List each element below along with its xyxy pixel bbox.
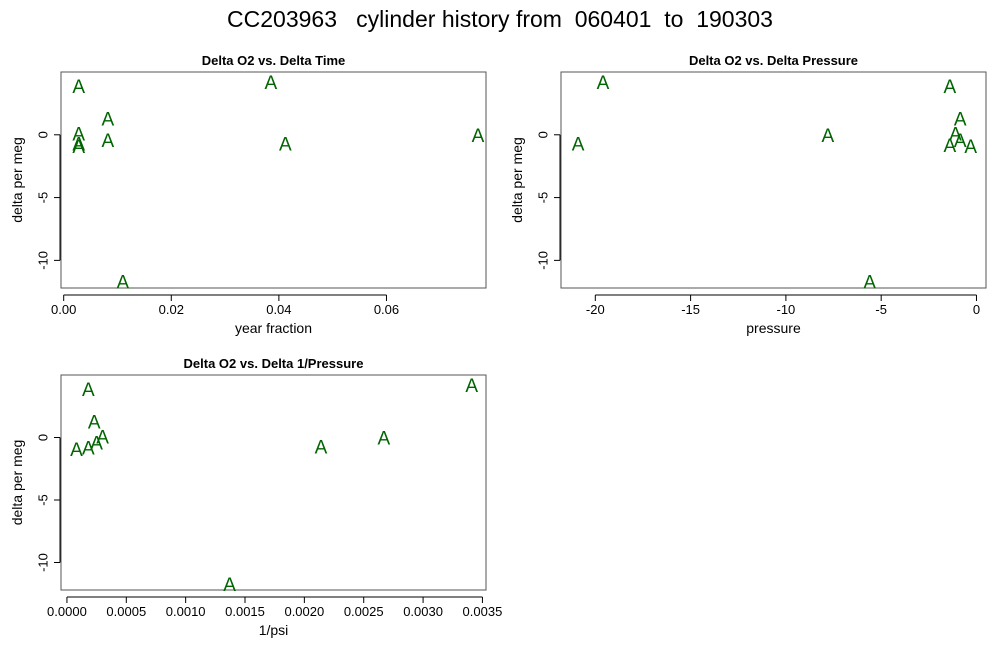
x-axis-label: year fraction [235,320,312,336]
data-point: A [465,376,478,397]
y-tick-label: 0 [35,434,50,441]
data-point: A [72,125,85,146]
data-point: A [264,73,277,94]
x-tick-label: 0.0015 [225,604,265,619]
data-point: A [943,136,956,157]
data-point: A [863,273,876,294]
x-tick-label: -20 [586,302,605,317]
x-tick-label: 0.0035 [463,604,503,619]
y-tick-label: -5 [535,192,550,204]
data-point: A [70,440,83,461]
y-axis-label: delta per meg [509,137,525,223]
plot-frame [560,71,987,289]
data-point: A [223,575,236,596]
data-point: A [72,77,85,98]
data-point: A [101,109,114,130]
y-tick-label: -10 [35,553,50,572]
x-tick-label: 0 [973,302,980,317]
panel-title: Delta O2 vs. Delta Pressure [689,53,858,68]
x-axis-label: 1/psi [259,622,289,638]
data-point: A [279,135,292,156]
data-point: A [821,126,834,147]
data-point: A [82,380,95,401]
data-point: A [82,439,95,460]
y-axis-label: delta per meg [9,137,25,223]
x-tick-label: 0.06 [374,302,399,317]
x-tick-label: -10 [776,302,795,317]
plot-frame [60,71,487,289]
x-tick-label: 0.0010 [166,604,206,619]
data-point: A [96,427,109,448]
data-point: A [117,273,130,294]
x-tick-label: -5 [875,302,887,317]
data-point: A [954,109,967,130]
y-axis-label: delta per meg [9,440,25,526]
y-tick-label: -5 [35,192,50,204]
data-point: A [90,434,103,455]
x-tick-label: 0.0025 [344,604,384,619]
data-point: A [88,412,101,433]
y-tick-label: -10 [535,251,550,270]
data-point: A [954,131,967,152]
data-point: A [72,135,85,156]
data-point: A [378,429,391,450]
data-point: A [101,131,114,152]
data-point: A [943,77,956,98]
x-axis-label: pressure [746,320,801,336]
y-tick-label: 0 [535,131,550,138]
scatter-panel: Delta O2 vs. Delta 1/Pressure 0.0000 0.000… [9,356,502,638]
figure-title: CC203963 cylinder history from 060401 to… [227,6,773,32]
data-point: A [597,73,610,94]
data-point: A [315,437,328,458]
x-tick-label: 0.04 [266,302,291,317]
y-tick-label: -10 [35,251,50,270]
scatter-panel: Delta O2 vs. Delta Time 0.00 0.02 0.04 0.06 0… [9,53,487,336]
data-point: A [72,137,85,158]
y-tick-label: 0 [35,131,50,138]
x-tick-label: 0.0005 [106,604,146,619]
plot-panels: Delta O2 vs. Delta Time 0.00 0.02 0.04 0.06 0… [9,53,987,638]
x-tick-label: 0.0000 [47,604,87,619]
scatter-panel: Delta O2 vs. Delta Pressure -20 -15 -10 -5 0 0… [509,53,987,336]
x-tick-label: 0.00 [51,302,76,317]
panel-title: Delta O2 vs. Delta 1/Pressure [184,356,364,371]
y-tick-label: -5 [35,494,50,506]
x-tick-label: 0.0030 [403,604,443,619]
plot-frame [60,374,487,591]
x-tick-label: -15 [681,302,700,317]
panel-title: Delta O2 vs. Delta Time [202,53,346,68]
x-tick-label: 0.0020 [284,604,324,619]
x-tick-label: 0.02 [159,302,184,317]
data-point: A [572,135,585,156]
data-point: A [949,125,962,146]
data-point: A [964,137,977,158]
data-point: A [472,126,485,147]
